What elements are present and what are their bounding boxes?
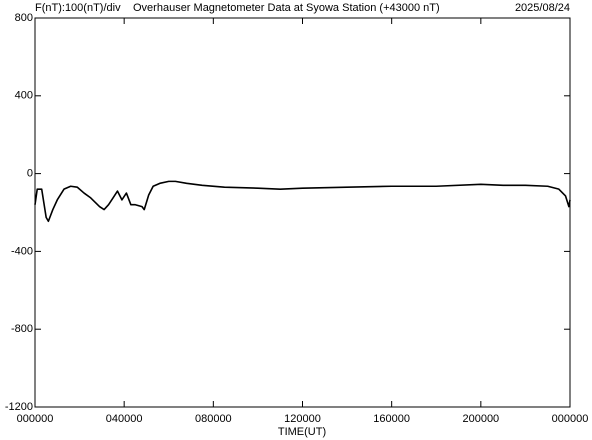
x-tick-label: 080000 <box>195 413 232 425</box>
x-axis-label: TIME(UT) <box>278 426 326 438</box>
x-tick-label: 160000 <box>373 413 410 425</box>
y-tick-label: -800 <box>11 323 33 335</box>
y-tick-label: -400 <box>11 245 33 257</box>
x-tick-label: 120000 <box>284 413 321 425</box>
chart-title: Overhauser Magnetometer Data at Syowa St… <box>133 2 440 14</box>
x-tick-label: 040000 <box>106 413 143 425</box>
x-tick-label: 000000 <box>17 413 54 425</box>
data-line <box>34 180 571 223</box>
chart-date: 2025/08/24 <box>515 2 570 14</box>
y-tick-label: 0 <box>27 168 33 180</box>
x-tick-label: 200000 <box>462 413 499 425</box>
y-tick-label: 400 <box>15 90 33 102</box>
y-tick-label: 800 <box>15 12 33 24</box>
x-tick-label: 000000 <box>552 413 589 425</box>
plot-frame <box>34 17 571 408</box>
scale-label: F(nT):100(nT)/div <box>35 2 121 14</box>
y-tick-label: -1200 <box>5 401 33 413</box>
